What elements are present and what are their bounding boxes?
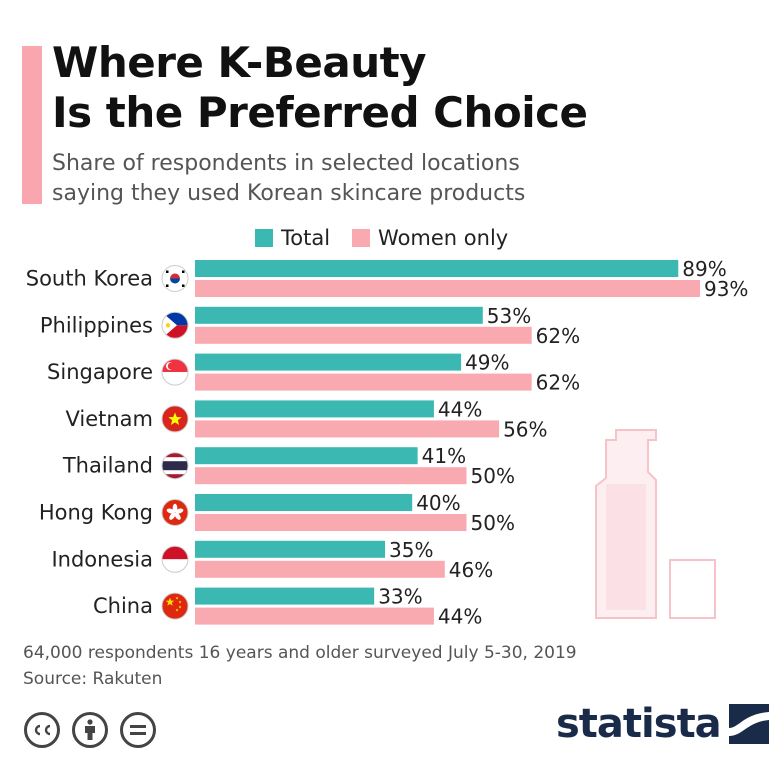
category-label-thailand: Thailand (62, 454, 153, 478)
legend: Total Women only (255, 224, 530, 252)
category-label-philippines: Philippines (40, 313, 153, 337)
value-label-women-singapore: 62% (536, 371, 580, 395)
subtitle-line-2: saying they used Korean skincare product… (52, 181, 526, 206)
bar-total-indonesia (195, 540, 386, 558)
singapore-flag-icon (161, 358, 189, 386)
value-label-women-philippines: 62% (536, 324, 580, 348)
category-label-vietnam: Vietnam (65, 407, 153, 431)
value-label-total-hong-kong: 40% (416, 491, 460, 515)
value-label-women-south-korea: 93% (704, 277, 748, 301)
hong-kong-flag-icon (161, 499, 189, 526)
category-label-singapore: Singapore (47, 360, 153, 384)
bar-total-south-korea (195, 260, 679, 277)
footnote: 64,000 respondents 16 years and older su… (23, 640, 577, 692)
category-label-south-korea: South Korea (26, 267, 153, 291)
bar-women-indonesia (195, 560, 445, 578)
statista-logo: statista (556, 701, 769, 747)
title-line-2: Is the Preferred Choice (52, 88, 588, 137)
value-label-total-vietnam: 44% (438, 397, 482, 421)
chart-title: Where K-Beauty Is the Preferred Choice (52, 38, 588, 138)
skincare-bottle-icon (595, 429, 716, 619)
bar-women-thailand (195, 467, 467, 485)
legend-swatch-women (352, 229, 371, 247)
philippines-flag-icon (161, 311, 189, 339)
value-label-women-hong-kong: 50% (471, 511, 515, 535)
category-label-hong-kong: Hong Kong (39, 501, 153, 525)
footnote-survey: 64,000 respondents 16 years and older su… (23, 643, 577, 663)
legend-label-total: Total (281, 226, 331, 250)
attribution-icon (72, 712, 108, 748)
bar-chart: South Korea 89%93%Philippines 53%62%Singap… (26, 257, 749, 629)
legend-item-total: Total (255, 226, 330, 250)
brand-name: statista (556, 701, 722, 747)
vietnam-flag-icon (161, 405, 189, 433)
footnote-source: Source: Rakuten (23, 669, 163, 689)
accent-bar (22, 46, 42, 204)
south-korea-flag-icon (161, 265, 189, 292)
bar-total-singapore (195, 353, 462, 371)
thailand-flag-icon (161, 452, 189, 480)
bar-total-thailand (195, 447, 418, 465)
value-label-women-vietnam: 56% (503, 417, 547, 441)
indonesia-flag-icon (161, 545, 189, 573)
bar-total-hong-kong (195, 494, 413, 511)
no-derivatives-icon (120, 712, 156, 748)
bar-women-vietnam (195, 420, 500, 438)
value-label-total-philippines: 53% (487, 304, 531, 328)
value-label-women-thailand: 50% (471, 464, 515, 488)
value-label-total-indonesia: 35% (389, 538, 433, 562)
chart-subtitle: Share of respondents in selected locatio… (52, 149, 525, 209)
statista-mark-icon (728, 704, 769, 744)
value-label-total-south-korea: 89% (682, 257, 726, 281)
bar-women-south-korea (195, 280, 700, 297)
value-label-total-singapore: 49% (465, 351, 509, 375)
bar-total-vietnam (195, 400, 434, 418)
bar-total-china (195, 587, 375, 605)
cc-icon (24, 712, 60, 748)
subtitle-line-1: Share of respondents in selected locatio… (52, 151, 520, 176)
value-label-total-china: 33% (378, 585, 422, 609)
bar-total-philippines (195, 306, 483, 324)
legend-item-women: Women only (352, 226, 508, 250)
bar-women-singapore (195, 373, 532, 391)
legend-label-women: Women only (378, 226, 509, 250)
china-flag-icon (161, 592, 189, 620)
value-label-total-thailand: 41% (422, 444, 466, 468)
value-label-women-indonesia: 46% (449, 558, 493, 582)
title-line-1: Where K-Beauty (52, 38, 427, 87)
license-icons (24, 712, 168, 748)
value-label-women-china: 44% (438, 605, 482, 629)
bar-women-china (195, 607, 434, 625)
bar-women-philippines (195, 326, 532, 344)
legend-swatch-total (255, 229, 273, 247)
category-label-indonesia: Indonesia (51, 547, 153, 571)
bar-women-hong-kong (195, 514, 467, 531)
category-label-china: China (93, 594, 153, 618)
